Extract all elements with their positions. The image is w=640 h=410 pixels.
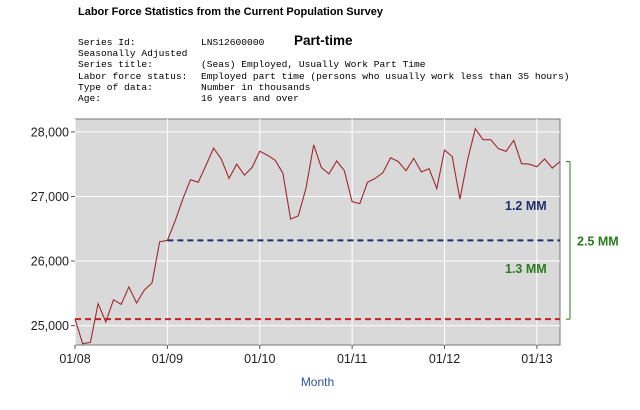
meta-value: 16 years and over (201, 93, 299, 105)
x-tick-label: 01/10 (244, 352, 275, 366)
x-axis-label: Month (301, 375, 334, 389)
y-tick-label: 25,000 (31, 319, 69, 333)
meta-value: LNS12600000 (201, 37, 265, 48)
meta-row-age: Age: 16 years and over (78, 93, 569, 104)
meta-key: Series Id: (78, 37, 136, 48)
series-metadata: Series Id: LNS12600000 Seasonally Adjuste… (78, 37, 569, 104)
meta-value: (Seas) Employed, Usually Work Part Time (201, 59, 426, 71)
meta-row-data-type: Type of data: Number in thousands (78, 82, 569, 93)
gridlines (74, 119, 560, 345)
total-gap-label: 2.5 MM (577, 234, 619, 248)
series-line-part-time (74, 127, 561, 345)
y-tick-label: 27,000 (31, 190, 69, 204)
x-tick-label: 01/13 (521, 352, 552, 366)
meta-key: Age: (78, 93, 102, 105)
x-tick-label: 01/11 (337, 352, 367, 366)
axis-ticks: 25,000 26,000 27,000 28,000 01/08 01/09 01/10 0… (31, 125, 553, 366)
x-tick-label: 01/12 (429, 352, 460, 366)
meta-key: Seasonally Adjusted (78, 48, 188, 60)
chart-title: Part-time (294, 33, 353, 48)
reference-lines (75, 239, 560, 321)
meta-key: Series title: (78, 59, 153, 71)
annotations: 2.5 MM 1.2 MM 1.3 MM (505, 161, 619, 320)
y-tick-label: 28,000 (31, 125, 69, 139)
lower-gap-label: 1.3 MM (505, 262, 547, 276)
meta-row-series-id: Series Id: LNS12600000 (78, 37, 569, 48)
plot-area (74, 118, 561, 346)
meta-row-labor-status: Labor force status: Employed part time (p… (78, 71, 569, 82)
x-tick-label: 01/09 (152, 352, 183, 366)
meta-row-seasonal: Seasonally Adjusted (78, 48, 569, 59)
meta-key: Labor force status: (78, 70, 188, 82)
meta-row-series-title: Series title: (Seas) Employed, Usually Wo… (78, 59, 569, 70)
upper-gap-label: 1.2 MM (505, 199, 547, 213)
meta-value: Number in thousands (201, 81, 311, 93)
meta-value: Employed part time (persons who usually … (201, 70, 570, 82)
page-title: Labor Force Statistics from the Current … (78, 6, 383, 18)
y-tick-label: 26,000 (31, 255, 69, 269)
x-tick-label: 01/08 (59, 352, 90, 366)
meta-key: Type of data: (78, 81, 153, 93)
